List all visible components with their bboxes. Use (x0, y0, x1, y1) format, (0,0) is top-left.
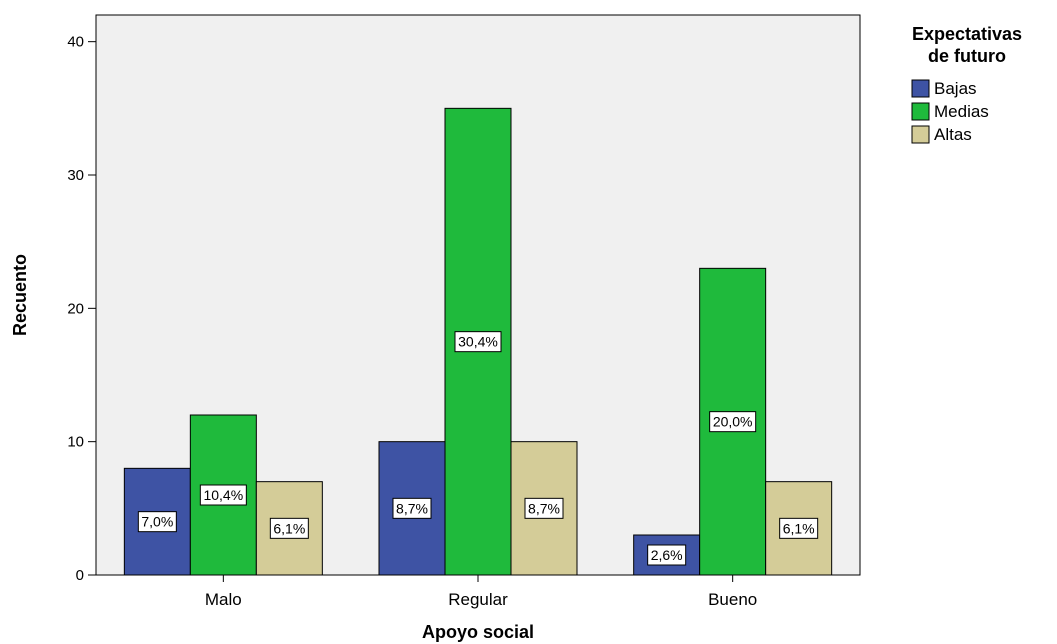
legend-title-line-1: Expectativas (912, 24, 1022, 44)
data-label-box (392, 497, 432, 519)
x-axis: Malo Regular Bueno (205, 575, 757, 609)
data-label-text: 10,4% (203, 487, 243, 503)
data-label-box (199, 484, 247, 506)
legend-items: Bajas Medias Altas (911, 79, 989, 144)
data-label-bueno-medias: 20,0% (709, 411, 757, 433)
legend-label-altas: Altas (934, 125, 972, 144)
legend-swatch-altas (911, 125, 930, 144)
data-label-box (454, 331, 502, 353)
data-label-text: 8,7% (396, 500, 428, 516)
data-label-box (647, 544, 687, 566)
y-tick-label-10: 10 (67, 434, 84, 451)
legend-swatch-bajas (911, 79, 930, 98)
data-label-malo-medias: 10,4% (199, 484, 247, 506)
legend-swatch-medias (911, 102, 930, 121)
data-label-text: 20,0% (713, 414, 753, 430)
data-label-text: 6,1% (273, 520, 305, 536)
data-label-text: 7,0% (141, 514, 173, 530)
y-tick-label-0: 0 (76, 567, 84, 584)
data-label-text: 6,1% (783, 520, 815, 536)
data-labels-layer: 7,0% 10,4% 6,1% 8,7% 30,4% 8,7% 2,6% 20,0% 6,1% (137, 331, 819, 566)
bar-bueno-bajas (633, 534, 701, 576)
data-label-box (524, 497, 564, 519)
data-label-text: 30,4% (458, 334, 498, 350)
legend-label-medias: Medias (934, 102, 989, 121)
data-label-box (269, 517, 309, 539)
data-label-regular-altas: 8,7% (524, 497, 564, 519)
x-axis-title: Apoyo social (422, 622, 534, 642)
legend-label-bajas: Bajas (934, 79, 977, 98)
data-label-box (709, 411, 757, 433)
data-label-bueno-altas: 6,1% (779, 517, 819, 539)
data-label-malo-bajas: 7,0% (137, 511, 177, 533)
y-axis: 0 10 20 30 40 (67, 34, 96, 584)
data-label-text: 2,6% (651, 547, 683, 563)
legend-title-line-2: de futuro (928, 46, 1006, 66)
x-tick-label-regular: Regular (448, 590, 508, 609)
legend: Expectativas de futuro Bajas Medias Altas (911, 24, 1022, 144)
y-tick-label-20: 20 (67, 300, 84, 317)
y-tick-label-40: 40 (67, 34, 84, 51)
x-tick-label-bueno: Bueno (708, 590, 757, 609)
data-label-text: 8,7% (528, 500, 560, 516)
data-label-regular-medias: 30,4% (454, 331, 502, 353)
y-axis-title: Recuento (10, 254, 30, 336)
data-label-box (137, 511, 177, 533)
x-tick-label-malo: Malo (205, 590, 242, 609)
data-label-box (779, 517, 819, 539)
data-label-bueno-bajas: 2,6% (647, 544, 687, 566)
data-label-malo-altas: 6,1% (269, 517, 309, 539)
data-label-regular-bajas: 8,7% (392, 497, 432, 519)
y-tick-label-30: 30 (67, 167, 84, 184)
